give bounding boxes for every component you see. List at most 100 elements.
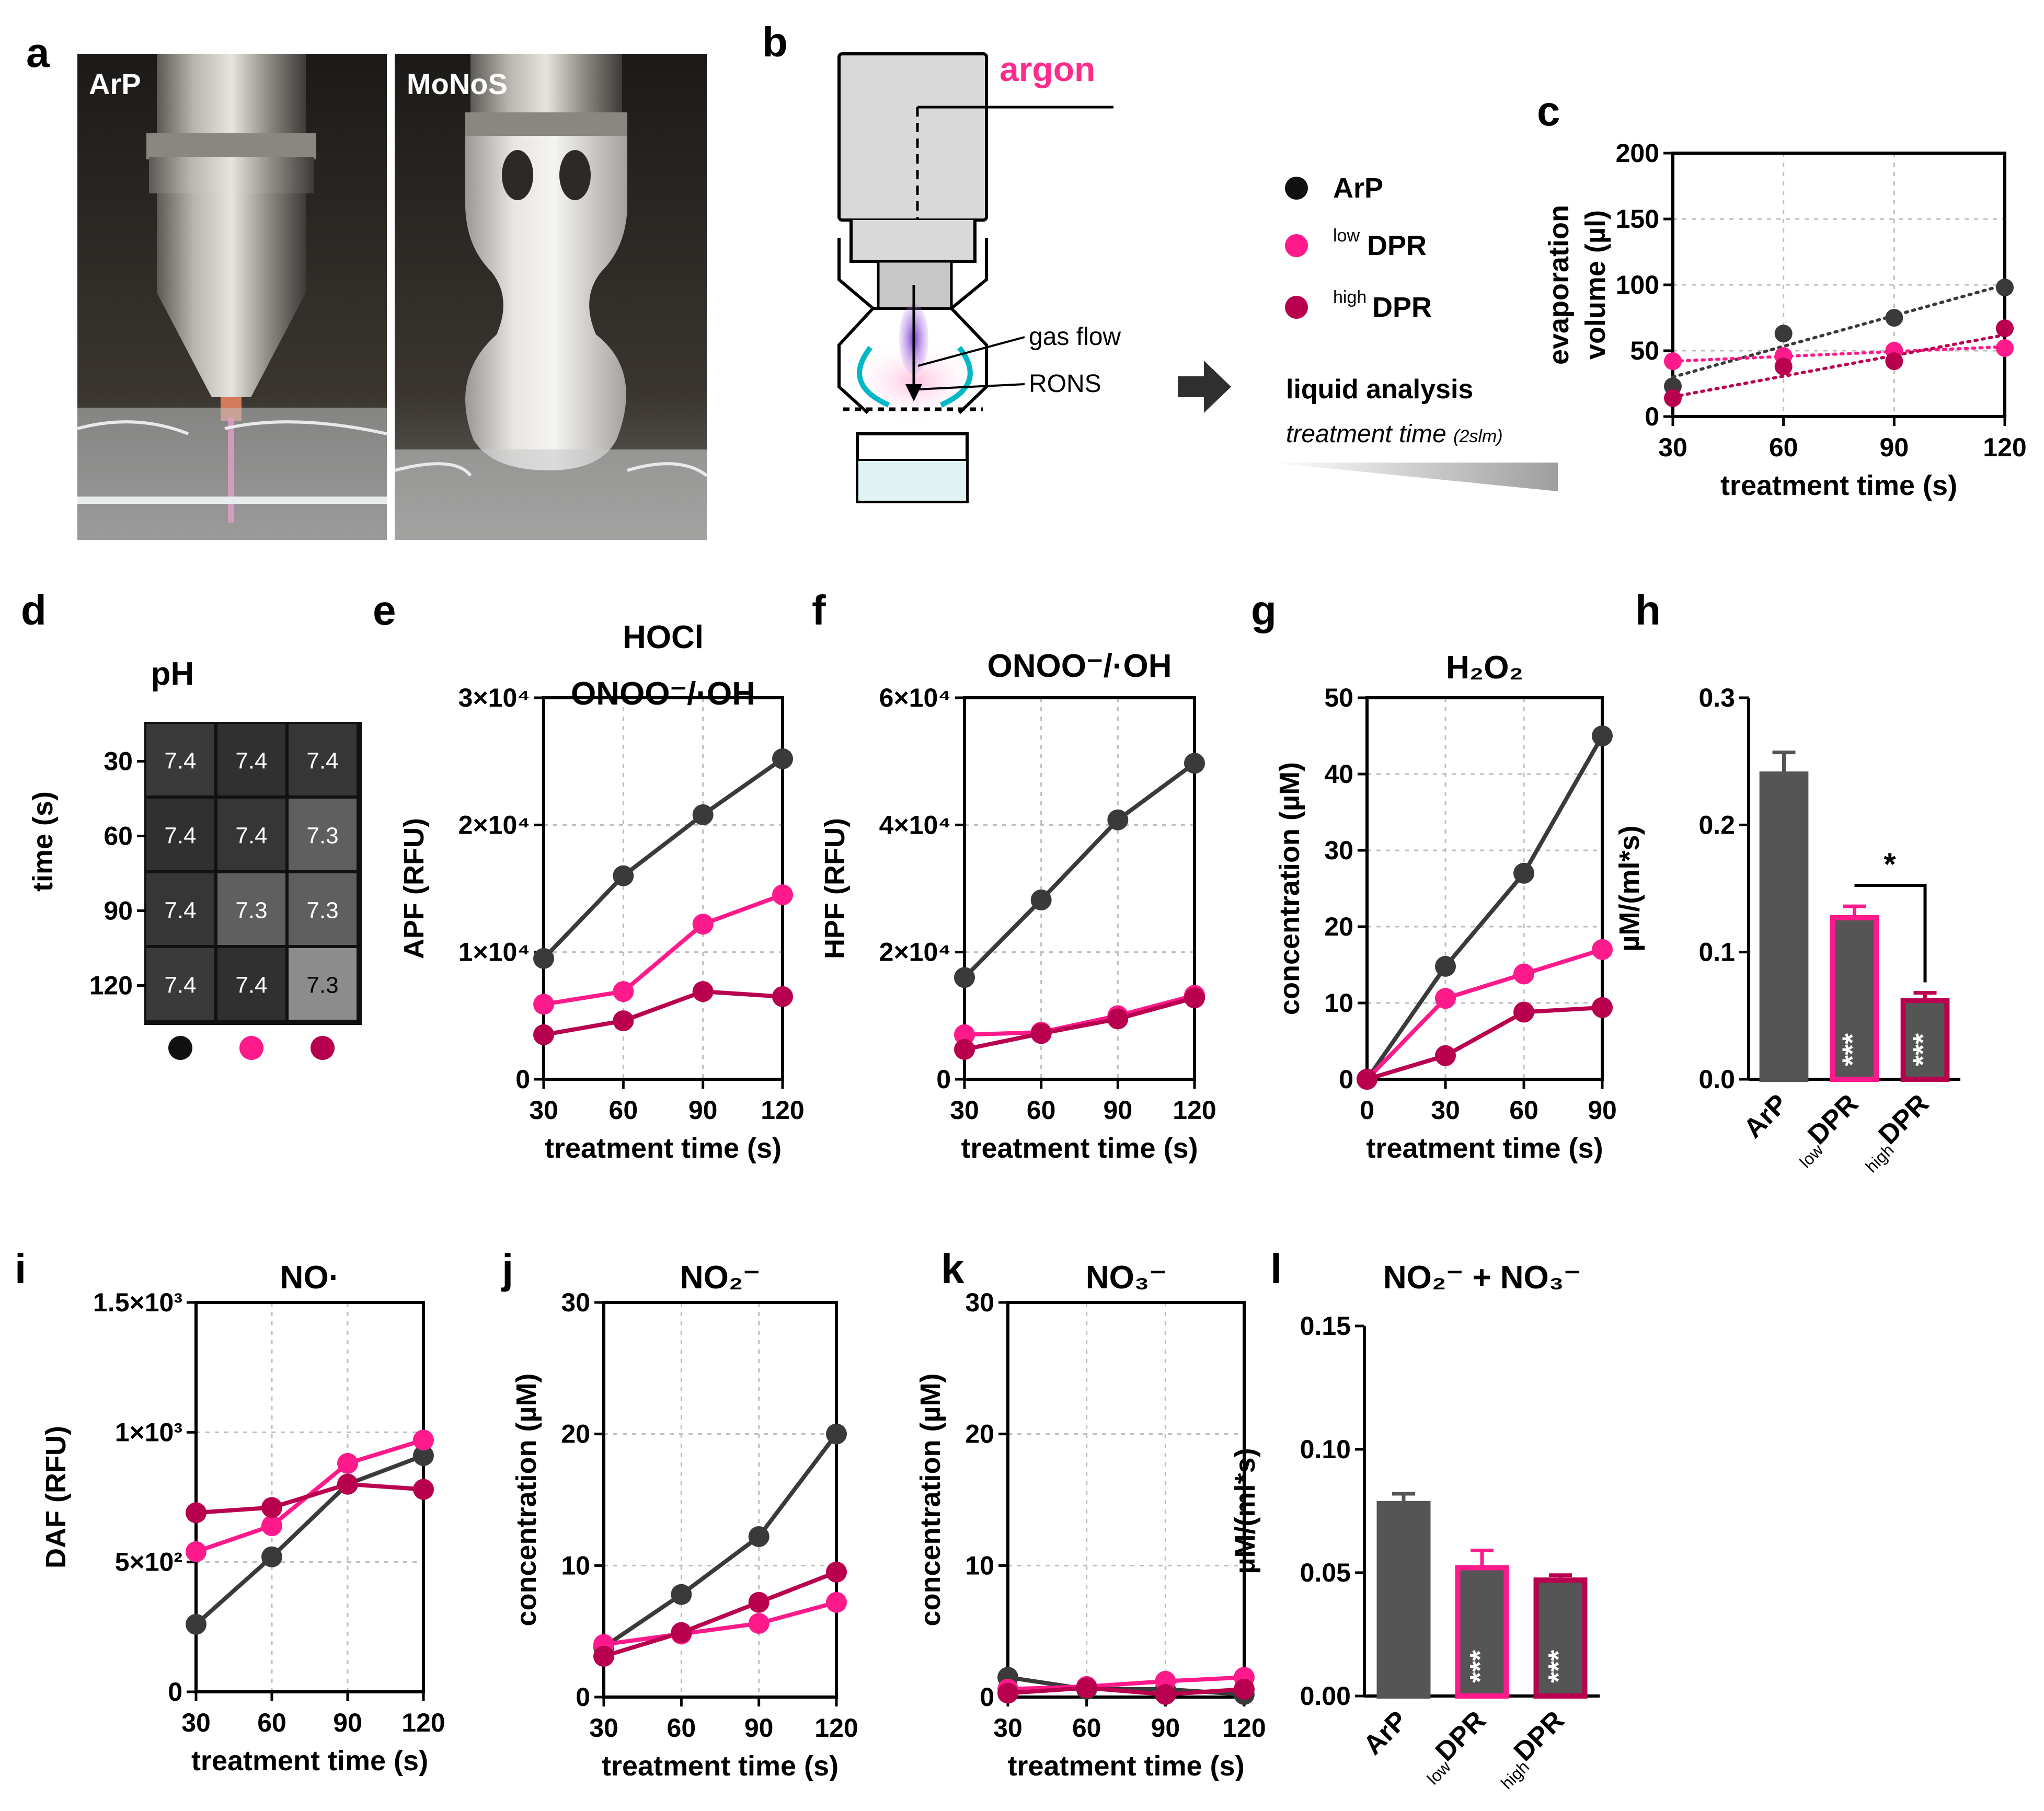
heatmap-cell: [289, 873, 357, 945]
chart-title: ONOO⁻/·OH: [987, 648, 1172, 684]
plot-frame: [542, 696, 784, 1081]
y-tick-label: 40: [1324, 759, 1353, 789]
data-point-low: [748, 1613, 770, 1634]
y-tick-label: 0.1: [1698, 938, 1735, 967]
y-tick-label: 2×10⁴: [458, 810, 530, 839]
category-label-low: lowDPR: [1784, 1088, 1867, 1171]
legend-sup-high: high: [1333, 287, 1367, 307]
chart-title: NO₂⁻ + NO₃⁻: [1383, 1260, 1581, 1296]
panel-label-e: e: [373, 587, 396, 633]
data-point-low: [1435, 988, 1456, 1009]
y-tick-label: 1×10³: [115, 1417, 182, 1447]
plot-frame: [963, 696, 1196, 1081]
y-tick-label: 10: [561, 1551, 590, 1580]
chart-h2o2: 0 10 20 30 40 50 0 30 60 90 treatment time (s) conc…: [1274, 650, 1617, 1164]
heatmap-value: 7.3: [306, 898, 338, 924]
x-axis-label: treatment time (s): [961, 1133, 1198, 1164]
data-point-high: [261, 1497, 282, 1518]
data-point-high: [1184, 987, 1205, 1009]
series-line-high: [964, 996, 1196, 1052]
data-point-high: [692, 981, 714, 1002]
x-tick-label: 60: [1072, 1713, 1101, 1743]
y-tick-label: 10: [1324, 988, 1353, 1018]
y-tick-label: 5×10²: [115, 1548, 182, 1577]
panel-label-j: j: [501, 1245, 513, 1292]
data-point-low: [533, 994, 554, 1015]
series-line-arp: [542, 757, 784, 960]
data-point-high: [772, 986, 793, 1007]
y-tick-label: 50: [1324, 683, 1353, 712]
significance-high: ***: [1543, 1650, 1574, 1683]
data-point-arp: [533, 948, 554, 969]
data-point-arp: [613, 865, 634, 886]
x-tick-label: 30: [1658, 433, 1687, 462]
series-line-high: [543, 989, 783, 1037]
x-tick-label: 90: [333, 1708, 362, 1737]
data-point-low: [692, 914, 714, 935]
x-tick-label: 120: [401, 1708, 445, 1737]
data-point-arp: [1435, 955, 1456, 977]
y-tick-label: 1×10⁴: [458, 938, 530, 967]
panel-label-d: d: [21, 587, 47, 633]
x-tick-label: 30: [589, 1713, 618, 1743]
data-point-high: [1664, 389, 1682, 407]
x-tick-label: 90: [1104, 1095, 1133, 1125]
series-line-low: [543, 893, 784, 1007]
data-point-high: [1234, 1678, 1255, 1700]
series-line-high: [603, 1570, 837, 1658]
series-line-high: [1007, 1686, 1245, 1697]
heatmap-marker-arp: [168, 1036, 192, 1060]
heatmap-row-label: 30: [104, 747, 133, 776]
data-point-high: [613, 1010, 634, 1032]
data-point-high: [413, 1479, 434, 1500]
y-axis-label: µM/(ml*s): [1614, 825, 1645, 951]
heatmap-value: 7.4: [164, 748, 196, 774]
data-point-arp: [1774, 325, 1793, 343]
trend-line-high: [1671, 333, 2006, 399]
x-tick-label: 30: [181, 1708, 211, 1737]
x-tick-label: 90: [1151, 1713, 1180, 1743]
chart-evaporation: 0 50 100 150 200 30 60 90 120 treatment time (s) e…: [1543, 139, 2027, 501]
category-main-low: DPR: [1430, 1705, 1492, 1767]
chart-title: NO₂⁻: [680, 1260, 760, 1296]
x-axis-label: treatment time (s): [602, 1750, 839, 1782]
series-line-high: [196, 1482, 424, 1515]
y-tick-label: 20: [965, 1420, 994, 1449]
y-tick-label: 0: [936, 1065, 951, 1094]
y-axis-label: concentration (µM): [1274, 762, 1305, 1015]
series-line-arp: [194, 1454, 424, 1626]
chart-nox-rate: 0.00 0.05 0.10 0.15 µM/(ml*s) NO₂⁻ + NO₃⁻ ArP *…: [1230, 1260, 1600, 1793]
panel-label-i: i: [15, 1245, 26, 1292]
data-point-arp: [1107, 809, 1129, 830]
data-point-low: [261, 1515, 282, 1537]
bar-arp: [1376, 1501, 1431, 1699]
x-tick-label: 60: [667, 1713, 696, 1743]
y-tick-label: 3×10⁴: [458, 683, 530, 712]
data-point-arp: [261, 1546, 282, 1567]
data-point-low: [772, 884, 793, 906]
panel-label-f: f: [812, 587, 826, 633]
photo-arp-label: ArP: [89, 67, 141, 100]
data-point-high: [337, 1473, 358, 1495]
data-point-high: [671, 1622, 692, 1643]
panel-label-a: a: [26, 29, 50, 76]
data-point-arp: [186, 1613, 206, 1635]
y-tick-label: 6×10⁴: [879, 683, 951, 712]
significance-low: ***: [1837, 1033, 1868, 1066]
data-point-arp: [671, 1584, 692, 1605]
y-tick-label: 30: [1324, 836, 1353, 865]
data-point-high: [997, 1682, 1018, 1704]
panel-label-c: c: [1537, 88, 1560, 134]
heatmap-value: 7.4: [235, 973, 267, 998]
plot-frame: [1365, 696, 1604, 1081]
data-point-arp: [1592, 725, 1613, 746]
chart-title: NO·: [280, 1260, 340, 1296]
chart-h2o2-rate: 0.0 0.1 0.2 0.3 µM/(ml*s) ArP *** lowDPR *** high…: [1614, 683, 1960, 1176]
heatmap-cell: [146, 948, 214, 1020]
data-point-high: [1996, 319, 2014, 338]
y-tick-label: 10: [965, 1551, 994, 1580]
data-point-arp: [1030, 889, 1052, 910]
y-tick-label: 50: [1630, 336, 1659, 365]
y-tick-label: 2×10⁴: [879, 938, 951, 967]
y-tick-label: 0: [576, 1682, 590, 1712]
